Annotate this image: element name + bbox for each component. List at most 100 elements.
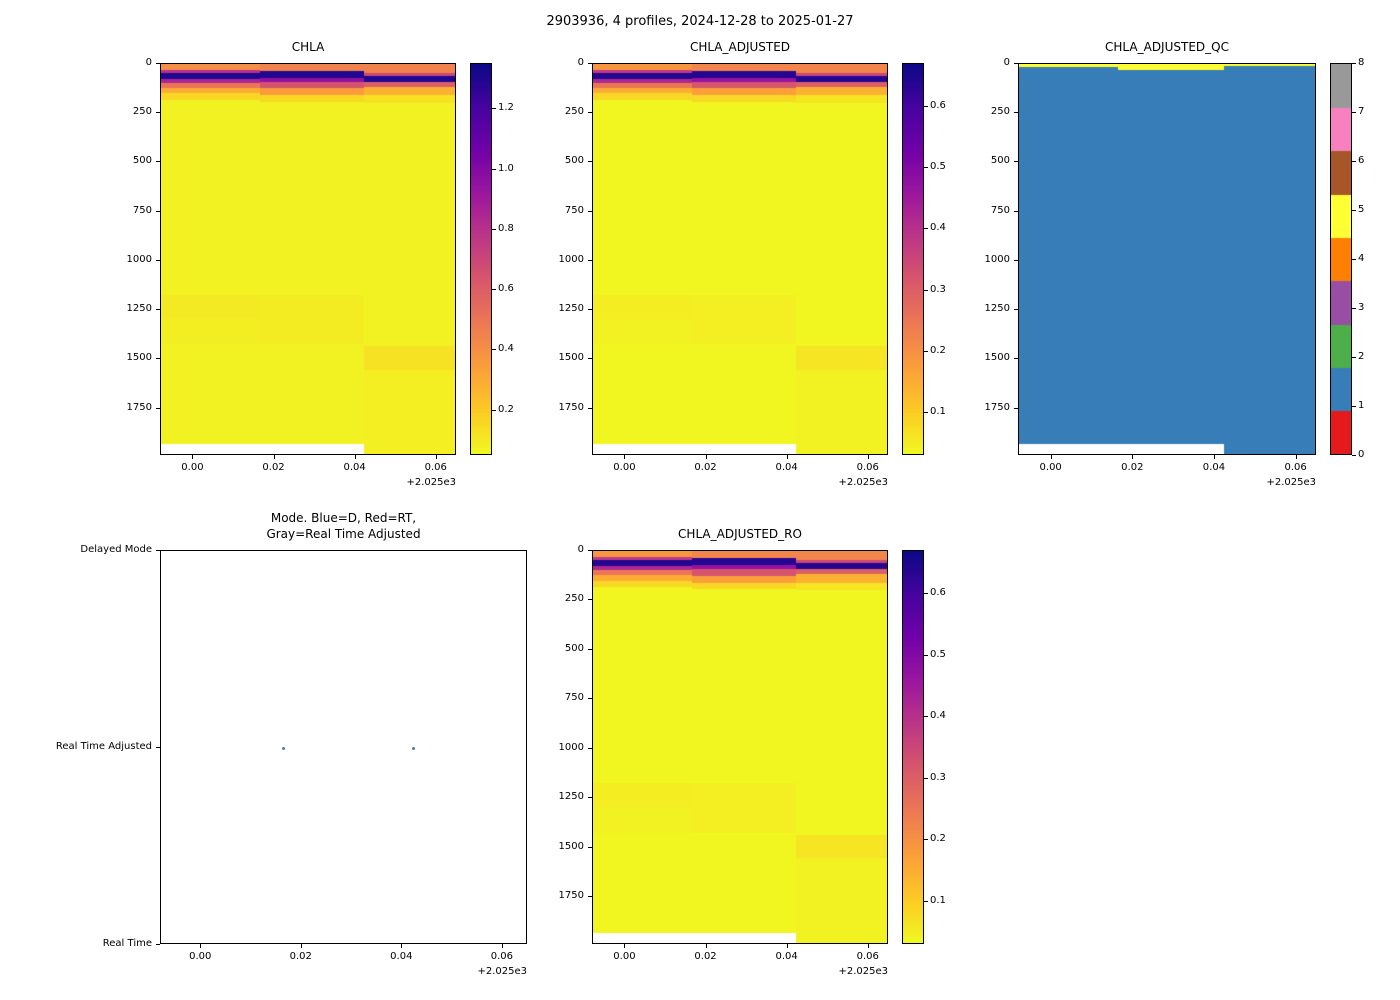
colorbar-tick-label: 5 bbox=[1358, 204, 1365, 215]
x-tick-label: 0.06 bbox=[424, 462, 447, 473]
x-tick-mark bbox=[867, 455, 869, 459]
chla-colorbar bbox=[470, 63, 492, 455]
colorbar-tick-mark bbox=[924, 350, 928, 352]
x-tick-mark bbox=[624, 944, 626, 948]
y-tick-mark bbox=[156, 550, 160, 551]
x-tick-label: 0.06 bbox=[490, 951, 513, 962]
y-tick-mark bbox=[588, 210, 592, 212]
x-tick-label: 0.04 bbox=[390, 951, 413, 962]
colorbar-tick-label: 0.2 bbox=[930, 833, 946, 845]
colorbar-tick-mark bbox=[1352, 406, 1356, 407]
colorbar-tick-label: 0.4 bbox=[498, 343, 514, 355]
y-tick-label: 1750 bbox=[126, 401, 152, 413]
colorbar-tick-mark bbox=[924, 412, 928, 414]
y-tick-mark bbox=[156, 210, 160, 212]
y-tick-label: 250 bbox=[564, 106, 584, 118]
chla-adjusted-heatmap-plot bbox=[592, 63, 888, 455]
y-tick-label: 1250 bbox=[558, 303, 584, 315]
y-tick-mark bbox=[588, 797, 592, 799]
mode-category-label: Real Time bbox=[102, 938, 152, 949]
colorbar-tick-mark bbox=[1352, 63, 1356, 64]
colorbar-tick-mark bbox=[1352, 259, 1356, 260]
chla-adjusted-qc-colorbar bbox=[1330, 63, 1352, 455]
y-tick-label: 0 bbox=[145, 57, 152, 68]
x-tick-mark bbox=[705, 944, 707, 948]
colorbar-tick-label: 0.2 bbox=[498, 403, 514, 415]
colorbar-tick-mark bbox=[924, 593, 928, 595]
y-tick-mark bbox=[588, 259, 592, 261]
colorbar-tick-label: 0.3 bbox=[930, 771, 946, 783]
colorbar-tick-mark bbox=[1352, 161, 1356, 162]
y-tick-mark bbox=[156, 944, 160, 945]
y-tick-label: 500 bbox=[564, 155, 584, 167]
colorbar-tick-label: 0.5 bbox=[930, 161, 946, 173]
x-tick-mark bbox=[435, 455, 437, 459]
y-tick-mark bbox=[588, 846, 592, 848]
heatmap-canvas bbox=[593, 64, 887, 454]
y-tick-label: 250 bbox=[564, 593, 584, 605]
panel-title-chla-adjusted-qc: CHLA_ADJUSTED_QC bbox=[1105, 40, 1229, 54]
x-tick-mark bbox=[867, 944, 869, 948]
x-tick-label: 0.02 bbox=[289, 951, 312, 962]
y-tick-mark bbox=[588, 112, 592, 114]
colorbar-tick-label: 0 bbox=[1358, 449, 1365, 460]
colorbar-tick-label: 7 bbox=[1358, 106, 1365, 117]
colorbar-tick-label: 0.3 bbox=[930, 283, 946, 295]
heatmap-canvas bbox=[161, 64, 455, 454]
y-tick-label: 250 bbox=[132, 106, 152, 118]
x-tick-label: 0.00 bbox=[613, 951, 636, 962]
y-tick-label: 1250 bbox=[984, 303, 1010, 315]
y-tick-mark bbox=[588, 648, 592, 650]
x-axis-offset-label: +2.025e3 bbox=[406, 477, 456, 488]
heatmap-canvas bbox=[1019, 64, 1315, 454]
colorbar-tick-mark bbox=[924, 839, 928, 841]
x-tick-label: 0.06 bbox=[1284, 462, 1307, 473]
y-tick-label: 0 bbox=[577, 544, 584, 555]
chla-adjusted-qc-heatmap-plot bbox=[1018, 63, 1316, 455]
chla-heatmap-plot bbox=[160, 63, 456, 455]
y-tick-label: 1750 bbox=[558, 890, 584, 902]
mode-point bbox=[282, 746, 285, 750]
x-tick-label: 0.00 bbox=[189, 951, 212, 962]
panel-title-chla: CHLA bbox=[291, 40, 325, 54]
y-tick-mark bbox=[156, 747, 160, 748]
y-tick-mark bbox=[588, 896, 592, 898]
x-tick-mark bbox=[624, 455, 626, 459]
colorbar-tick-mark bbox=[492, 168, 496, 170]
y-tick-label: 1750 bbox=[984, 401, 1010, 413]
colorbar-tick-label: 3 bbox=[1358, 302, 1365, 313]
x-axis-offset-label: +2.025e3 bbox=[838, 477, 888, 488]
y-tick-label: 750 bbox=[564, 692, 584, 704]
y-tick-mark bbox=[588, 599, 592, 601]
y-tick-mark bbox=[1014, 112, 1018, 114]
y-tick-label: 1500 bbox=[558, 840, 584, 852]
panel-title-chla-adjusted: CHLA_ADJUSTED bbox=[689, 40, 791, 54]
y-tick-label: 0 bbox=[577, 57, 584, 68]
y-tick-mark bbox=[588, 63, 592, 64]
y-tick-label: 500 bbox=[990, 155, 1010, 167]
colorbar-tick-mark bbox=[1352, 210, 1356, 211]
y-tick-label: 750 bbox=[564, 204, 584, 216]
mode-category-label: Real Time Adjusted bbox=[55, 741, 152, 752]
y-tick-mark bbox=[588, 358, 592, 360]
y-tick-mark bbox=[1014, 358, 1018, 360]
x-tick-label: 0.04 bbox=[775, 462, 798, 473]
heatmap-canvas bbox=[593, 551, 887, 943]
panel-title-mode: Mode. Blue=D, Red=RT, Gray=Real Time Adj… bbox=[266, 511, 421, 541]
chla-adjusted-colorbar bbox=[902, 63, 924, 455]
colorbar-tick-mark bbox=[924, 289, 928, 291]
y-tick-mark bbox=[156, 259, 160, 261]
x-axis-offset-label: +2.025e3 bbox=[1266, 477, 1316, 488]
y-tick-label: 1500 bbox=[558, 352, 584, 364]
y-tick-label: 1500 bbox=[984, 352, 1010, 364]
y-tick-label: 500 bbox=[564, 642, 584, 654]
y-tick-label: 1250 bbox=[558, 791, 584, 803]
colorbar-tick-label: 0.2 bbox=[930, 344, 946, 356]
x-tick-label: 0.02 bbox=[262, 462, 285, 473]
x-tick-label: 0.04 bbox=[343, 462, 366, 473]
y-tick-mark bbox=[588, 747, 592, 749]
y-tick-mark bbox=[1014, 407, 1018, 409]
x-tick-mark bbox=[501, 944, 503, 948]
colorbar-tick-label: 4 bbox=[1358, 253, 1365, 264]
